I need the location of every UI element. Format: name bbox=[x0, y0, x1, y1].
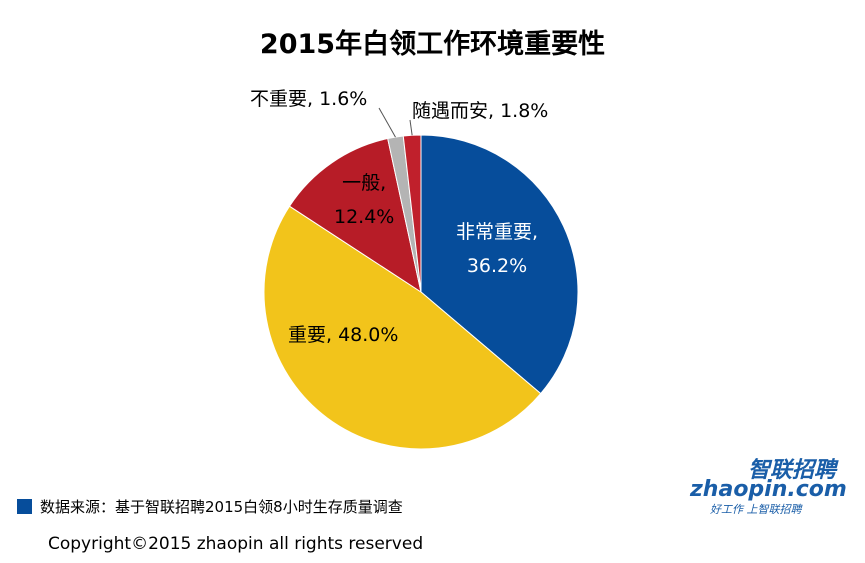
label-go-with-flow-text: 随遇而安, 1.8% bbox=[412, 100, 549, 122]
leader-line-not-important bbox=[378, 107, 396, 138]
source-marker bbox=[17, 499, 32, 514]
zhaopin-logo: 智联招聘 zhaopin.com 好工作 上智联招聘 bbox=[690, 452, 850, 518]
label-average-name: 一般, bbox=[342, 172, 387, 194]
slice-go-with-flow bbox=[402, 134, 422, 293]
logo-slogan: 好工作 上智联招聘 bbox=[710, 503, 802, 516]
source-text: 数据来源：基于智联招聘2015白领8小时生存质量调查 bbox=[40, 498, 403, 516]
chart-title: 2015年白领工作环境重要性 bbox=[259, 29, 606, 60]
leader-line-go-with-flow bbox=[409, 119, 413, 136]
logo-chinese-name: 智联招聘 bbox=[748, 458, 837, 483]
label-not-important: 不重要, 1.6% bbox=[250, 82, 367, 116]
label-very-important-name: 非常重要, bbox=[456, 221, 539, 243]
label-not-important-text: 不重要, 1.6% bbox=[250, 88, 368, 110]
label-very-important: 非常重要, 36.2% bbox=[456, 215, 538, 283]
label-very-important-value: 36.2% bbox=[466, 255, 528, 277]
label-average-value: 12.4% bbox=[334, 206, 395, 228]
data-source: 数据来源：基于智联招聘2015白领8小时生存质量调查 bbox=[17, 496, 403, 517]
label-important-text: 重要, 48.0% bbox=[288, 324, 399, 346]
label-average: 一般, 12.4% bbox=[334, 166, 394, 234]
copyright: Copyright©2015 zhaopin all rights reserv… bbox=[48, 534, 424, 554]
label-important: 重要, 48.0% bbox=[288, 318, 398, 352]
slice-average bbox=[288, 137, 422, 294]
slice-very-important bbox=[420, 134, 579, 395]
logo-domain: zhaopin.com bbox=[690, 477, 847, 502]
slice-important bbox=[263, 205, 542, 450]
label-go-with-flow: 随遇而安, 1.8% bbox=[412, 94, 548, 128]
